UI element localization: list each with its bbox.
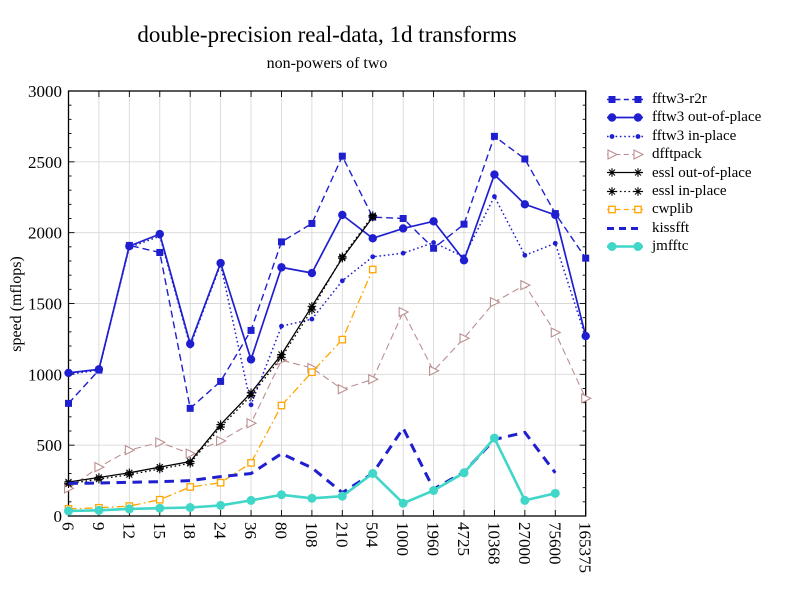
x-tick-label: 10368 <box>484 522 503 565</box>
x-tick-label: 36 <box>241 522 260 539</box>
x-tick-label: 18 <box>180 522 199 539</box>
x-tick-label: 9 <box>89 522 108 531</box>
y-tick-label: 2500 <box>28 153 62 172</box>
legend-label-kissfft: kissfft <box>652 219 690 236</box>
chart-title: double-precision real-data, 1d transform… <box>137 22 517 47</box>
series-line-cwplib <box>68 269 374 510</box>
x-tick-label: 12 <box>119 522 138 539</box>
x-tick-label: 80 <box>271 522 290 539</box>
legend-item-fftw3-out-of-place: fftw3 out-of-place <box>606 108 762 126</box>
series-fftw3-in-place <box>66 194 589 408</box>
series-essl-in-place <box>64 211 378 488</box>
series-jmfftc <box>64 433 560 516</box>
legend-label-dfftpack: dfftpack <box>652 146 702 162</box>
series-line-dfftpack <box>68 284 587 489</box>
legend-sample-fftw3-in-place <box>607 133 643 139</box>
x-tick-label: 504 <box>363 522 382 548</box>
y-tick-labels: 0 500 1000 1500 2000 2500 3000 <box>28 82 62 526</box>
legend-sample-jmfftc <box>607 241 643 251</box>
series-line-fftw3-in-place <box>68 194 587 408</box>
legend-sample-essl-out-of-place <box>607 168 643 178</box>
series-line-essl-in-place <box>68 215 374 485</box>
x-tick-label: 6 <box>59 522 78 531</box>
x-tick-label: 24 <box>211 522 230 540</box>
x-tick-label: 15 <box>150 522 169 539</box>
x-tick-label: 165375 <box>576 522 595 573</box>
y-tick-label: 1500 <box>28 295 62 314</box>
grid <box>68 91 587 516</box>
y-tick-label: 500 <box>37 436 63 455</box>
legend-label-fftw3-r2r: fftw3-r2r <box>652 90 707 107</box>
legend-label-jmfftc: jmfftc <box>652 237 689 254</box>
plot-border <box>67 90 587 517</box>
series-line-fftw3-r2r <box>67 135 587 410</box>
legend-sample-dfftpack <box>607 149 645 160</box>
legend-item-essl-out-of-place: essl out-of-place <box>606 164 761 181</box>
series-line-fftw3-out-of-place <box>68 173 587 374</box>
series-fftw3-r2r <box>65 132 590 412</box>
legend: fftw3-r2r fftw3 out-of-place fftw3 in-plac… <box>606 90 761 256</box>
x-tick-label: 4725 <box>454 522 473 556</box>
legend-sample-fftw3-out-of-place <box>607 113 643 122</box>
legend-label-essl-out-of-place: essl out-of-place <box>652 164 752 181</box>
legend-item-essl-in-place: essl in-place <box>606 182 761 199</box>
legend-sample-fftw3-r2r <box>607 95 643 103</box>
legend-sample-essl-in-place <box>607 186 643 196</box>
x-tick-label: 1960 <box>424 522 443 556</box>
legend-item-kissfft: kissfft <box>606 219 761 236</box>
legend-item-jmfftc: jmfftc <box>606 237 761 254</box>
legend-label-cwplib: cwplib <box>652 201 693 218</box>
legend-sample-kissfft <box>607 226 643 230</box>
x-tick-label: 75600 <box>545 522 564 565</box>
legend-item-fftw3-r2r: fftw3-r2r <box>606 90 761 107</box>
legend-label-essl-in-place: essl in-place <box>652 182 727 199</box>
series-dfftpack <box>63 279 592 494</box>
y-tick-label: 3000 <box>28 82 62 101</box>
x-tick-label: 210 <box>332 522 351 548</box>
chart-subtitle: non-powers of two <box>266 55 388 72</box>
legend-sample-cwplib <box>607 205 643 214</box>
y-tick-label: 1000 <box>28 365 62 384</box>
legend-item-cwplib: cwplib <box>606 200 761 218</box>
x-tick-label: 27000 <box>515 522 534 565</box>
x-tick-label: 1000 <box>393 522 412 556</box>
series-fftw3-out-of-place <box>64 170 590 378</box>
x-tick-label: 108 <box>302 522 321 548</box>
y-tick-label: 2000 <box>28 224 62 243</box>
legend-item-dfftpack: dfftpack <box>606 145 761 162</box>
legend-item-fftw3-in-place: fftw3 in-place <box>606 127 761 144</box>
legend-label-fftw3-out-of-place: fftw3 out-of-place <box>652 109 762 126</box>
x-tick-labels: 6 9 12 15 18 24 36 80 108 210 504 1000 1960 4725 10368… <box>59 522 595 573</box>
legend-label-fftw3-in-place: fftw3 in-place <box>652 127 737 144</box>
y-tick-label: 0 <box>54 507 63 526</box>
